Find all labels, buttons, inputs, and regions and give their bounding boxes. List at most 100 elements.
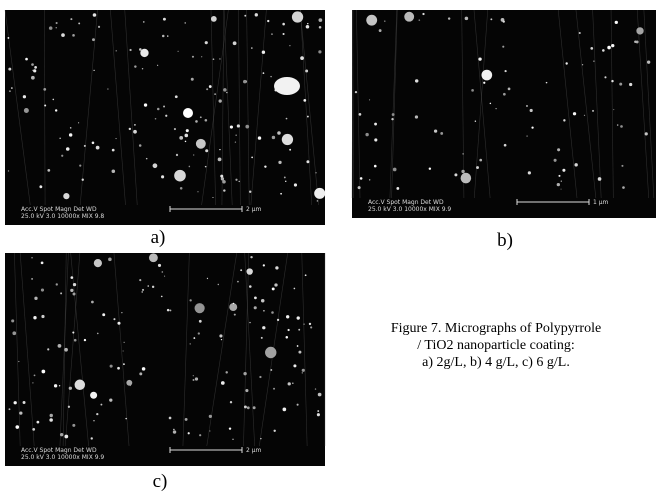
particle bbox=[584, 115, 585, 116]
particle bbox=[434, 130, 437, 133]
particle bbox=[152, 286, 154, 288]
particle bbox=[297, 345, 299, 347]
particle bbox=[275, 266, 278, 269]
particle bbox=[52, 99, 54, 101]
particle bbox=[222, 180, 226, 184]
particle bbox=[175, 95, 178, 98]
particle bbox=[531, 127, 533, 129]
particle bbox=[229, 303, 237, 311]
particle bbox=[307, 116, 309, 118]
particle bbox=[108, 258, 112, 262]
particle bbox=[358, 186, 361, 189]
particle bbox=[254, 296, 257, 299]
particle bbox=[24, 108, 29, 113]
particle bbox=[102, 313, 105, 316]
particle bbox=[292, 11, 303, 22]
particle bbox=[42, 370, 46, 374]
particle bbox=[277, 319, 279, 321]
particle bbox=[78, 22, 80, 24]
particle bbox=[153, 163, 158, 168]
particle bbox=[94, 259, 102, 267]
particle bbox=[8, 68, 11, 71]
particle bbox=[262, 51, 265, 54]
particle bbox=[246, 268, 252, 274]
particle bbox=[91, 437, 93, 439]
particle bbox=[286, 118, 288, 120]
particle bbox=[558, 175, 560, 177]
particle bbox=[193, 337, 195, 339]
particle bbox=[91, 301, 94, 304]
particle bbox=[64, 435, 68, 439]
particle bbox=[184, 22, 186, 24]
particle bbox=[75, 380, 85, 390]
particle bbox=[613, 109, 614, 110]
particle bbox=[164, 276, 165, 277]
particle bbox=[115, 138, 116, 139]
particle bbox=[318, 393, 322, 397]
particle bbox=[271, 33, 273, 35]
particle bbox=[226, 92, 227, 93]
particle bbox=[78, 122, 79, 123]
particle bbox=[25, 58, 28, 61]
particle bbox=[23, 401, 26, 404]
particle bbox=[173, 430, 176, 433]
particle bbox=[237, 281, 239, 283]
particle bbox=[97, 333, 99, 335]
particle bbox=[32, 428, 35, 431]
particle bbox=[607, 46, 611, 50]
particle bbox=[448, 17, 450, 19]
particle bbox=[475, 120, 476, 121]
particle bbox=[374, 165, 377, 168]
info-header: Acc.V Spot Magn Det WD bbox=[21, 206, 97, 213]
particle bbox=[546, 82, 548, 84]
particle bbox=[293, 364, 296, 367]
particle bbox=[72, 424, 75, 427]
particle bbox=[419, 19, 421, 21]
particle bbox=[573, 112, 576, 115]
particle bbox=[611, 80, 613, 82]
particle bbox=[504, 144, 507, 147]
particle bbox=[249, 322, 250, 323]
particle bbox=[41, 288, 44, 291]
particle bbox=[56, 283, 58, 285]
particle bbox=[195, 303, 205, 313]
particle bbox=[93, 13, 97, 17]
particle bbox=[58, 344, 62, 348]
particle bbox=[129, 128, 131, 130]
particle bbox=[162, 35, 165, 38]
particle bbox=[235, 142, 236, 143]
figure: Figure 7. Micrographs of Polypyrrole / T… bbox=[0, 0, 660, 493]
particle bbox=[207, 278, 208, 279]
particle bbox=[39, 185, 42, 188]
particle bbox=[162, 271, 164, 273]
particle bbox=[278, 161, 281, 164]
particle bbox=[620, 125, 623, 128]
particle bbox=[404, 12, 414, 22]
particle bbox=[72, 34, 75, 37]
particle bbox=[303, 99, 306, 102]
particle bbox=[273, 388, 275, 390]
particle bbox=[70, 18, 72, 20]
particle bbox=[200, 116, 202, 118]
particle bbox=[221, 381, 225, 385]
particle bbox=[196, 139, 206, 149]
particle bbox=[212, 197, 213, 198]
particle bbox=[303, 323, 304, 324]
particle bbox=[223, 189, 225, 191]
particle bbox=[374, 138, 377, 141]
particle bbox=[230, 125, 233, 128]
particle bbox=[422, 13, 424, 15]
particle bbox=[223, 88, 227, 92]
info-header: Acc.V Spot Magn Det WD bbox=[21, 447, 97, 454]
particle bbox=[294, 183, 297, 186]
particle bbox=[209, 85, 212, 88]
particle bbox=[272, 287, 275, 290]
particle bbox=[11, 319, 14, 322]
particle bbox=[495, 108, 496, 109]
particle bbox=[471, 89, 474, 92]
particle bbox=[315, 388, 316, 389]
particle bbox=[44, 104, 46, 106]
info-values: 25.0 kV 3.0 10000x MIX 9.9 bbox=[21, 454, 104, 461]
particle bbox=[142, 68, 143, 69]
particle bbox=[508, 88, 511, 91]
